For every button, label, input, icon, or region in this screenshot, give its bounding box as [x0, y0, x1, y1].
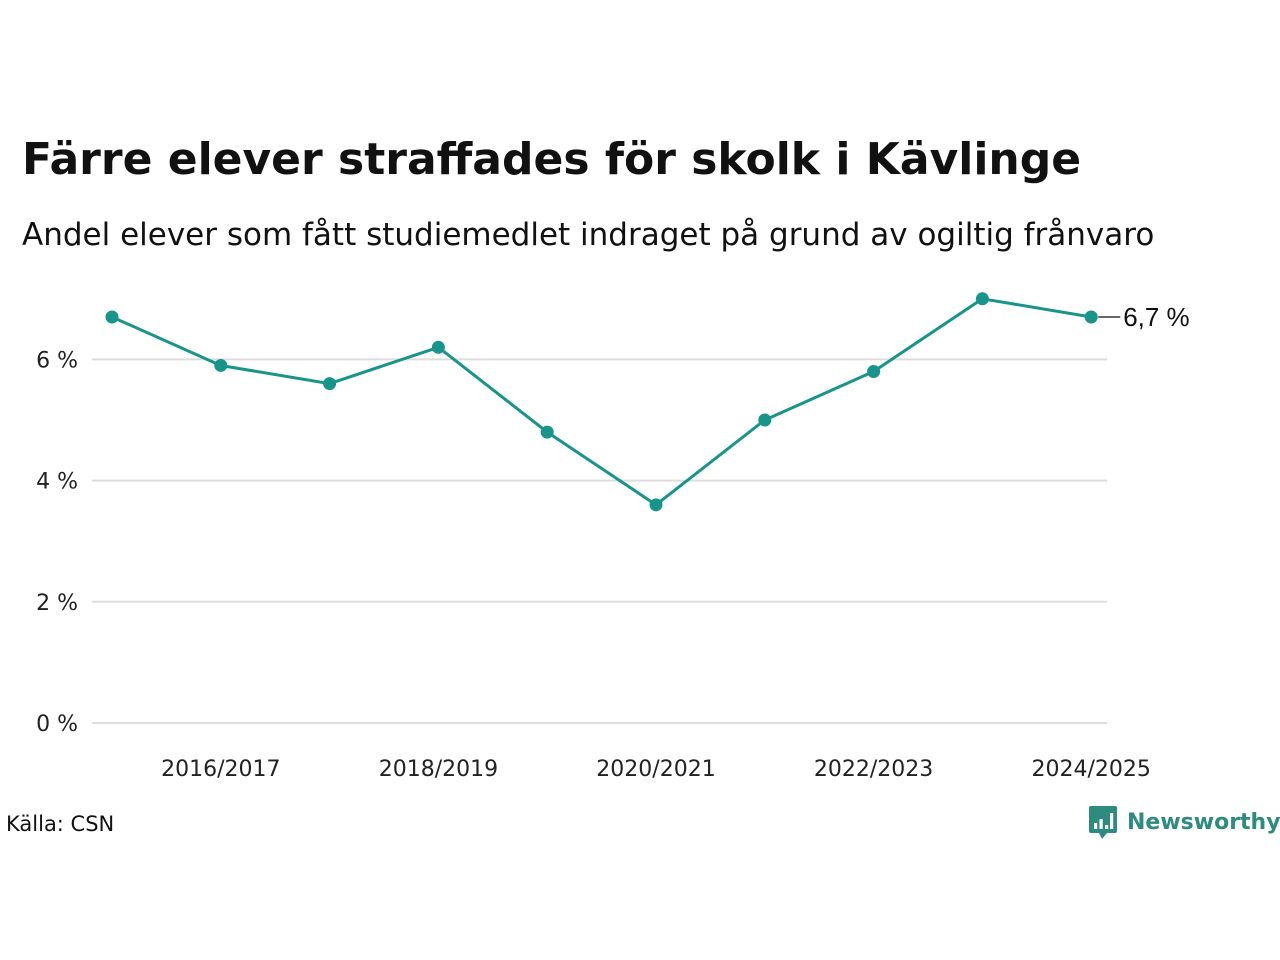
- data-point: [323, 377, 337, 391]
- y-tick-label: 0 %: [36, 712, 78, 737]
- data-point: [975, 292, 989, 306]
- data-point: [758, 413, 772, 427]
- y-axis-ticks: 0 % 2 % 4 % 6 %: [36, 348, 78, 737]
- brand-logo: Newsworthy: [1088, 804, 1280, 840]
- y-tick-label: 2 %: [36, 591, 78, 616]
- source-note: Källa: CSN: [6, 812, 115, 836]
- x-tick-label: 2022/2023: [814, 757, 933, 782]
- y-tick-label: 6 %: [36, 348, 78, 373]
- x-tick-label: 2016/2017: [161, 757, 280, 782]
- y-tick-label: 4 %: [36, 470, 78, 495]
- series-layer: [105, 292, 1098, 512]
- x-tick-label: 2018/2019: [379, 757, 498, 782]
- data-point: [105, 310, 119, 324]
- newsworthy-logo-icon: [1089, 806, 1117, 839]
- x-tick-label: 2024/2025: [1032, 757, 1151, 782]
- x-tick-label: 2020/2021: [596, 757, 715, 782]
- end-value-label: 6,7 %: [1123, 302, 1190, 332]
- data-point: [431, 340, 445, 354]
- x-axis-ticks: 2016/2017 2018/2019 2020/2021 2022/2023 2024…: [161, 757, 1151, 782]
- data-point: [1084, 310, 1098, 324]
- data-point: [540, 425, 554, 439]
- data-point: [867, 365, 881, 379]
- brand-name: Newsworthy: [1127, 809, 1280, 835]
- chart-title: Färre elever straffades för skolk i Kävl…: [22, 134, 1082, 185]
- end-label-layer: 6,7 %: [1098, 302, 1190, 332]
- grid-lines: [92, 358, 1107, 724]
- data-point: [214, 358, 228, 372]
- chart-subtitle: Andel elever som fått studiemedlet indra…: [22, 217, 1155, 253]
- data-point: [649, 498, 663, 512]
- series-line: [111, 297, 1092, 507]
